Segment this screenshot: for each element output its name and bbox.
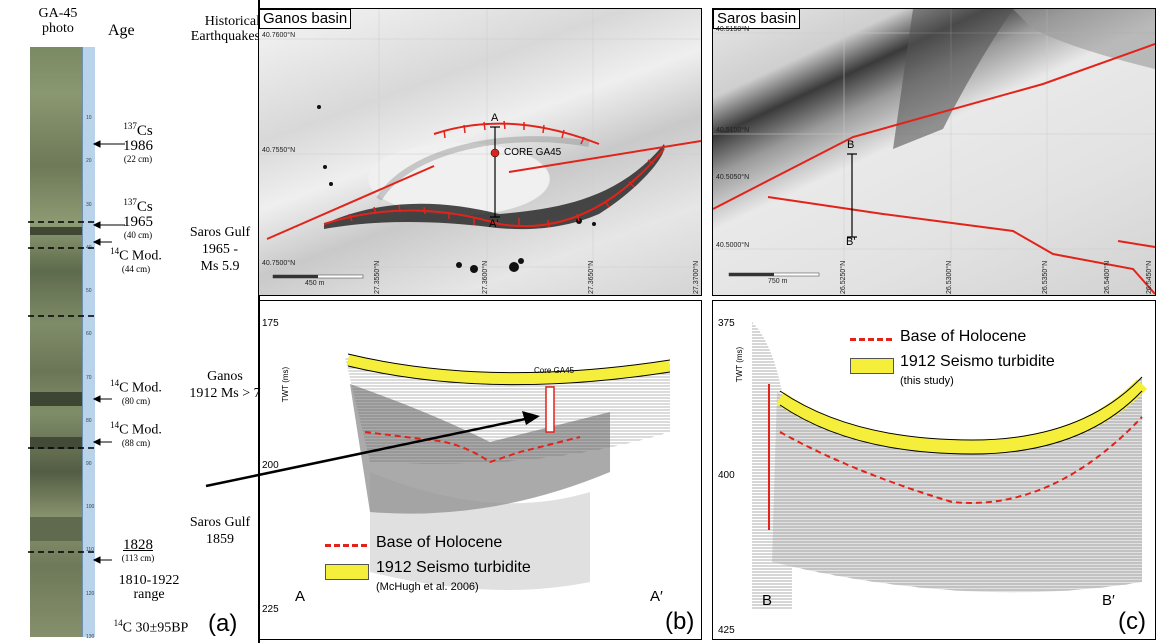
y-axis-label: TWT (ms) bbox=[735, 346, 745, 383]
panel-b-map-frame bbox=[258, 8, 702, 296]
panel-a-frame bbox=[0, 0, 260, 643]
base-holocene-legend-line bbox=[850, 338, 892, 341]
turbidite-legend-box bbox=[325, 564, 369, 580]
y-tick: 200 bbox=[262, 460, 279, 471]
point-b-label: B bbox=[847, 139, 855, 151]
lat-label: 40.5100°N bbox=[716, 127, 750, 134]
lon-label: 27.3550°N bbox=[374, 260, 381, 294]
ganos-seismic-profile bbox=[290, 322, 670, 610]
core-photo bbox=[30, 47, 82, 637]
saros-map bbox=[713, 9, 1155, 295]
panel-b-seismic-frame bbox=[258, 300, 702, 640]
lat-label: 40.5000°N bbox=[716, 242, 750, 249]
age-header: Age bbox=[108, 22, 135, 39]
turbidite-legend-box bbox=[850, 358, 894, 374]
panel-c-map-frame bbox=[712, 8, 1156, 296]
y-axis-label: TWT (ms) bbox=[281, 366, 291, 403]
profile-end-b: B bbox=[762, 592, 773, 609]
historical-earthquakes-header: Historical Earthquakes bbox=[190, 14, 260, 44]
age-cs-1986: 137Cs 1986 (22 cm) bbox=[123, 121, 153, 164]
saros-basin-title: Saros basin bbox=[713, 9, 801, 29]
core-ga45-map-label: CORE GA45 bbox=[504, 147, 562, 158]
lon-label: 26.5300°N bbox=[946, 260, 953, 294]
lon-label: 27.3650°N bbox=[588, 260, 595, 294]
base-holocene-legend-line bbox=[325, 544, 367, 547]
age-arrows bbox=[92, 140, 125, 564]
y-tick: 225 bbox=[262, 604, 279, 615]
point-b-prime-label: B' bbox=[846, 236, 856, 248]
ganos-map bbox=[259, 9, 701, 295]
point-a-label: A bbox=[491, 112, 499, 124]
turbidite-legend-text: 1912 Seismo turbidite bbox=[376, 559, 531, 576]
saros-map-graphic bbox=[713, 9, 1155, 295]
eq-ganos-1912: Ganos 1912 Ms > 7 bbox=[189, 369, 261, 401]
profile-end-a-prime: A′ bbox=[650, 588, 663, 605]
lat-label: 40.7550°N bbox=[262, 147, 296, 154]
core-to-seismic-arrow bbox=[205, 411, 540, 488]
ganos-seismic-graphic bbox=[345, 353, 670, 590]
turbidite-ref-text: (McHugh et al. 2006) bbox=[376, 581, 479, 593]
age-c14-44: 14C Mod. (44 cm) bbox=[110, 246, 162, 274]
lat-label: 40.5150°N bbox=[716, 26, 750, 33]
turbidite-legend-text: 1912 Seismo turbidite bbox=[900, 353, 1055, 370]
core-dashed-lines bbox=[28, 221, 98, 553]
profile-end-a: A bbox=[295, 588, 306, 605]
ganos-basin-title: Ganos basin bbox=[259, 9, 352, 29]
profile-end-b-prime: B′ bbox=[1102, 592, 1115, 609]
photo-header: GA-45 photo bbox=[38, 6, 78, 36]
turbidite-ref-text: (this study) bbox=[900, 375, 954, 387]
seismic-core-label: Core GA45 bbox=[534, 366, 575, 375]
lon-label: 26.5350°N bbox=[1042, 260, 1049, 294]
eq-saros-1859: Saros Gulf 1859 bbox=[189, 515, 251, 547]
saros-seismic-graphic bbox=[752, 322, 1148, 610]
age-range: 1810-1922 range bbox=[118, 573, 180, 602]
eq-saros-1965: Saros Gulf 1965 - Ms 5.9 bbox=[189, 225, 251, 274]
age-cs-1965: 137Cs 1965 (40 cm) bbox=[123, 197, 153, 240]
age-c14-80: 14C Mod. (80 cm) bbox=[110, 378, 162, 406]
panel-c-seismic-frame bbox=[712, 300, 1156, 640]
age-c14-88: 14C Mod. (88 cm) bbox=[110, 420, 162, 448]
saros-seismic-profile bbox=[752, 322, 1152, 610]
panel-c-label: (c) bbox=[1118, 608, 1146, 635]
base-holocene-legend-text: Base of Holocene bbox=[376, 534, 503, 551]
y-tick: 400 bbox=[718, 470, 735, 481]
scale-label: 750 m bbox=[768, 278, 788, 285]
age-1828: 1828 (113 cm) bbox=[121, 537, 155, 564]
lon-label: 26.5450°N bbox=[1146, 260, 1153, 294]
panel-a-label: (a) bbox=[208, 610, 238, 637]
lon-label: 27.3600°N bbox=[482, 260, 489, 294]
scale-label: 450 m bbox=[305, 280, 325, 287]
point-a-prime-label: A' bbox=[489, 218, 499, 230]
lon-label: 26.5400°N bbox=[1104, 260, 1111, 294]
age-c14-bp: 14C 30±95BP bbox=[113, 618, 189, 636]
lat-label: 40.7500°N bbox=[262, 260, 296, 267]
lon-label: 27.3700°N bbox=[693, 260, 700, 294]
panel-b-label: (b) bbox=[665, 608, 695, 635]
lat-label: 40.7600°N bbox=[262, 32, 296, 39]
y-tick: 375 bbox=[718, 318, 735, 329]
base-holocene-legend-text: Base of Holocene bbox=[900, 328, 1027, 345]
y-tick: 425 bbox=[718, 625, 735, 636]
y-tick: 175 bbox=[262, 318, 279, 329]
core-ruler bbox=[82, 47, 95, 637]
lat-label: 40.5050°N bbox=[716, 174, 750, 181]
lon-label: 26.5250°N bbox=[840, 260, 847, 294]
ganos-map-graphic bbox=[259, 9, 701, 295]
